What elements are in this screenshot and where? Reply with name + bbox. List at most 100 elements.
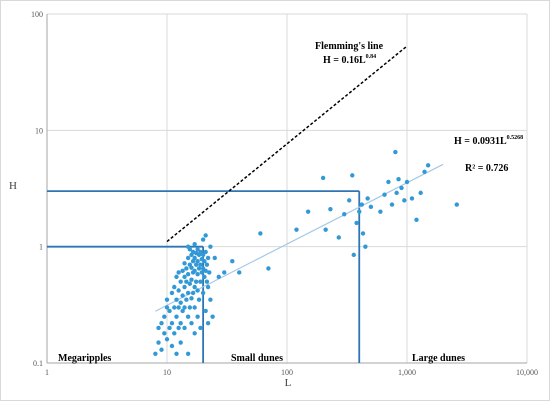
data-point: [198, 279, 203, 284]
data-point: [393, 149, 398, 155]
data-point: [360, 231, 366, 236]
data-point: [184, 297, 189, 302]
data-point: [202, 274, 207, 280]
y-tick-label: 10: [35, 126, 43, 135]
data-point: [193, 279, 199, 284]
data-point: [359, 202, 364, 207]
data-point: [203, 249, 208, 255]
data-point: [320, 175, 326, 181]
trendline-equation-base: H = 0.0931L: [454, 136, 507, 147]
trendline-r2: R² = 0.726: [465, 163, 508, 174]
data-point: [178, 300, 183, 305]
data-point: [402, 198, 407, 203]
data-point: [174, 351, 179, 356]
data-point: [195, 247, 200, 252]
data-point: [169, 343, 175, 349]
power-trendline: [155, 163, 444, 312]
data-point: [176, 325, 181, 331]
data-point: [172, 331, 177, 336]
data-point: [425, 163, 431, 168]
data-point: [192, 305, 197, 310]
data-point: [189, 296, 194, 301]
y-tick-label: 100: [31, 10, 43, 19]
data-point: [195, 271, 200, 277]
data-point: [164, 337, 170, 342]
data-point: [174, 314, 179, 319]
data-point: [162, 331, 167, 336]
data-point: [178, 279, 183, 284]
data-point: [192, 268, 197, 274]
data-point: [185, 271, 191, 277]
data-point: [193, 262, 199, 267]
data-point: [237, 270, 242, 275]
data-point: [454, 202, 459, 207]
data-point: [350, 173, 355, 178]
data-point: [174, 297, 179, 302]
data-point: [178, 340, 183, 345]
data-point: [159, 347, 164, 352]
data-points: [153, 149, 459, 356]
data-point: [180, 293, 185, 298]
trendline-equation-exponent: 0.5268: [507, 135, 524, 141]
data-point: [169, 290, 175, 296]
data-point: [156, 325, 161, 331]
data-point: [190, 290, 196, 296]
data-point: [187, 305, 193, 310]
data-point: [187, 281, 193, 286]
data-point: [192, 242, 197, 247]
data-point: [409, 196, 415, 201]
data-point: [176, 305, 181, 310]
data-point: [351, 252, 356, 258]
data-point: [266, 266, 271, 271]
data-point: [172, 284, 177, 290]
data-point: [382, 192, 387, 197]
flemming-equation-exponent: 0.84: [366, 54, 377, 60]
data-point: [422, 169, 427, 175]
trendline-equation: H = 0.0931L0.5268: [454, 135, 523, 147]
data-point: [192, 255, 197, 261]
flemming-label: Flemming's line: [315, 41, 384, 52]
x-tick-label: 100: [281, 368, 293, 377]
x-tick-label: 10: [163, 368, 171, 377]
data-point: [198, 262, 203, 267]
data-point: [414, 217, 419, 223]
data-point: [182, 325, 187, 331]
annotations: L H Flemming's line H = 0.16L0.84 H = 0.…: [9, 41, 523, 389]
data-point: [164, 297, 170, 302]
data-point: [368, 204, 374, 210]
data-point: [336, 235, 341, 240]
data-point: [174, 274, 179, 280]
flemming-equation-base: H = 0.16L: [323, 55, 366, 66]
data-point: [399, 185, 404, 191]
data-point: [212, 255, 217, 261]
data-point: [230, 259, 235, 264]
reference-lines: [47, 45, 444, 363]
data-point: [162, 314, 167, 319]
data-point: [167, 325, 172, 331]
region-label-small-dunes: Small dunes: [231, 353, 283, 364]
data-point: [389, 202, 395, 207]
data-point: [404, 179, 410, 185]
data-point: [205, 284, 211, 290]
region-label-large-dunes: Large dunes: [412, 353, 465, 364]
data-point: [182, 305, 187, 310]
x-tick-label: 10,000: [516, 368, 538, 377]
data-point: [199, 270, 205, 275]
x-tick-label: 1: [45, 368, 49, 377]
data-point: [203, 308, 208, 314]
data-point: [189, 277, 194, 282]
data-point: [342, 212, 347, 217]
data-point: [185, 255, 191, 261]
data-point: [187, 247, 193, 252]
y-axis-title: H: [9, 180, 17, 192]
data-point: [198, 249, 203, 255]
data-point: [176, 270, 181, 275]
data-point: [195, 314, 200, 319]
data-point: [354, 220, 359, 226]
data-point: [192, 284, 197, 290]
data-point: [357, 209, 362, 214]
grid: [46, 13, 528, 364]
